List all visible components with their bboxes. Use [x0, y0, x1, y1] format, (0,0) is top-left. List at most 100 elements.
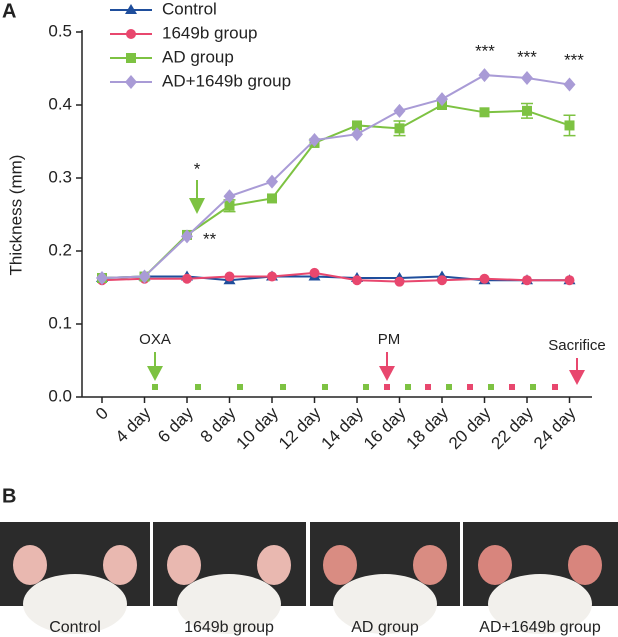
marker — [521, 70, 533, 85]
marker — [479, 273, 490, 284]
marker — [522, 275, 532, 286]
x-tick-label: 12 day — [275, 403, 325, 453]
treatment-dot — [425, 384, 431, 390]
ear — [568, 545, 602, 585]
event-arrows: OXA PM Sacrifice * ** *** *** *** — [139, 41, 606, 385]
treatment-dot — [363, 384, 369, 390]
y-tick-label: 0.1 — [48, 313, 72, 332]
marker — [351, 127, 363, 142]
legend-label: AD+1649b group — [162, 71, 291, 90]
ear — [413, 545, 447, 585]
marker — [267, 271, 277, 282]
treatment-dot — [152, 384, 158, 390]
x-tick-label: 20 day — [445, 403, 495, 453]
treatment-dot — [488, 384, 494, 390]
series-line — [101, 74, 570, 280]
marker — [478, 68, 491, 83]
x-tick-label: 14 day — [317, 403, 367, 453]
arrow-head — [569, 370, 585, 385]
arrow-head — [147, 366, 163, 381]
y-tick-label: 0.3 — [48, 167, 72, 186]
y-tick-label: 0.0 — [48, 386, 72, 405]
x-tick-label: 16 day — [360, 403, 410, 453]
ear — [257, 545, 291, 585]
caption: 1649b group — [184, 619, 274, 636]
marker — [267, 193, 277, 204]
significance: *** — [517, 47, 537, 66]
mouse-body — [177, 574, 281, 634]
legend-label: Control — [162, 0, 217, 18]
marker — [564, 120, 575, 131]
marker — [479, 107, 490, 118]
treatment-dot — [195, 384, 201, 390]
treatment-dot — [467, 384, 473, 390]
significance: ** — [203, 229, 217, 248]
ear — [167, 545, 201, 585]
panel-label: A — [2, 0, 16, 22]
x-tick-label: 10 day — [232, 403, 282, 453]
marker — [437, 275, 447, 286]
marker — [181, 229, 193, 244]
panel-label: B — [2, 485, 16, 507]
treatment-dot — [405, 384, 411, 390]
caption: Control — [49, 619, 101, 636]
treatment-dot — [530, 384, 536, 390]
marker — [352, 275, 362, 286]
x-tick-label: 4 day — [112, 403, 155, 446]
legend-marker — [125, 4, 137, 14]
marker — [224, 271, 235, 282]
treatment-dot — [280, 384, 286, 390]
y-axis-label: Thickness (mm) — [6, 155, 25, 276]
treatment-dot — [322, 384, 328, 390]
caption: AD group — [351, 619, 419, 636]
marker — [352, 120, 362, 131]
ear — [323, 545, 357, 585]
marker — [308, 133, 321, 148]
ear — [103, 545, 137, 585]
marker — [564, 275, 575, 286]
event-label: PM — [378, 331, 401, 348]
x-tick-label: 0 — [92, 404, 112, 424]
significance: * — [194, 159, 201, 178]
treatment-dot — [509, 384, 515, 390]
x-tick-label: 24 day — [530, 403, 580, 453]
arrow-head — [379, 366, 395, 381]
x-tick-label: 6 day — [154, 403, 197, 446]
mouse-body — [488, 574, 592, 634]
marker — [138, 269, 151, 284]
y-tick-label: 0.4 — [48, 94, 72, 113]
legend-marker — [126, 29, 136, 39]
marker — [96, 271, 108, 286]
photos — [0, 522, 618, 634]
x-tick-label: 18 day — [402, 403, 452, 453]
marker — [266, 174, 278, 189]
legend-label: AD group — [162, 47, 234, 66]
significance: *** — [475, 41, 495, 60]
legend-marker — [125, 75, 137, 89]
treatment-dot — [552, 384, 558, 390]
treatment-dot — [384, 384, 390, 390]
treatment-dot — [446, 384, 452, 390]
mouse-body — [23, 574, 127, 634]
arrow-head — [189, 198, 205, 214]
legend-marker — [126, 53, 136, 63]
marker — [394, 276, 405, 287]
caption: AD+1649b group — [479, 619, 601, 636]
series-line — [101, 103, 570, 280]
legend-label: 1649b group — [162, 23, 257, 42]
mouse-body — [333, 574, 437, 634]
marker — [182, 273, 192, 284]
y-tick-label: 0.2 — [48, 240, 72, 259]
treatment-dot — [237, 384, 243, 390]
marker — [394, 123, 405, 134]
marker — [393, 103, 406, 118]
series-line — [101, 271, 570, 283]
event-label: Sacrifice — [548, 337, 606, 354]
marker — [224, 200, 235, 211]
ear — [478, 545, 512, 585]
x-tick-label: 22 day — [487, 403, 537, 453]
treatment-schedule — [152, 384, 558, 390]
ear — [13, 545, 47, 585]
